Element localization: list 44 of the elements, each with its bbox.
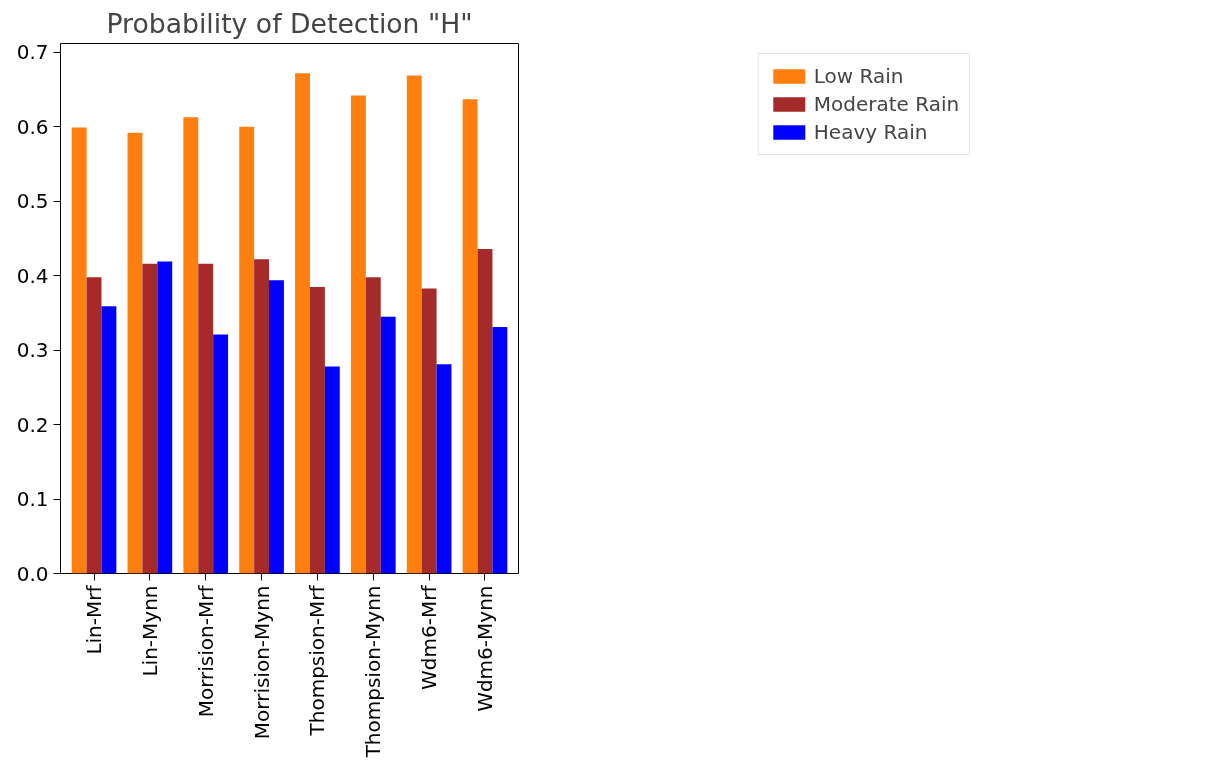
x-tick-label: Morrision-Mynn [249,585,274,740]
bar [295,73,310,574]
x-tick-label: Wdm6-Mrf [417,584,442,690]
chart-title: Probability of Detection "H" [106,7,473,39]
bar [71,127,87,574]
bar [269,280,284,574]
y-tick-label: 0.3 [16,338,49,363]
bar [350,95,366,574]
bar [492,327,508,574]
y-tick-label: 0.4 [16,263,49,288]
legend-label: Moderate Rain [813,92,960,116]
bar [477,248,493,574]
x-tick-label: Morrision-Mrf [193,584,218,718]
bar [436,364,452,574]
legend-label: Low Rain [813,64,904,88]
y-tick-label: 0.6 [16,114,49,139]
y-tick-label: 0.2 [16,412,49,437]
bar [365,277,381,574]
bar [101,306,117,574]
bar [421,288,437,574]
bar [324,366,340,574]
x-tick-label: Lin-Mynn [137,585,162,677]
y-tick-label: 0.1 [16,487,49,512]
bar [239,126,255,574]
y-tick-label: 0.5 [16,189,49,214]
x-tick-label: Thompsion-Mynn [361,585,386,759]
bar [254,259,270,574]
bar [380,316,396,574]
legend-label: Heavy Rain [813,120,928,144]
y-tick-label: 0.7 [16,40,49,65]
x-tick-label: Wdm6-Mynn [472,585,497,712]
bar [86,277,102,574]
bar [157,261,173,574]
bar [127,132,143,574]
x-tick-label: Thompsion-Mrf [305,584,330,737]
bar [406,75,422,574]
bar [183,117,199,574]
bar [213,334,229,574]
x-tick-label: Lin-Mrf [82,584,107,655]
bar [198,263,214,574]
bar [462,99,478,574]
bar [309,286,325,574]
y-tick-label: 0.0 [16,561,49,586]
bar [142,263,158,574]
